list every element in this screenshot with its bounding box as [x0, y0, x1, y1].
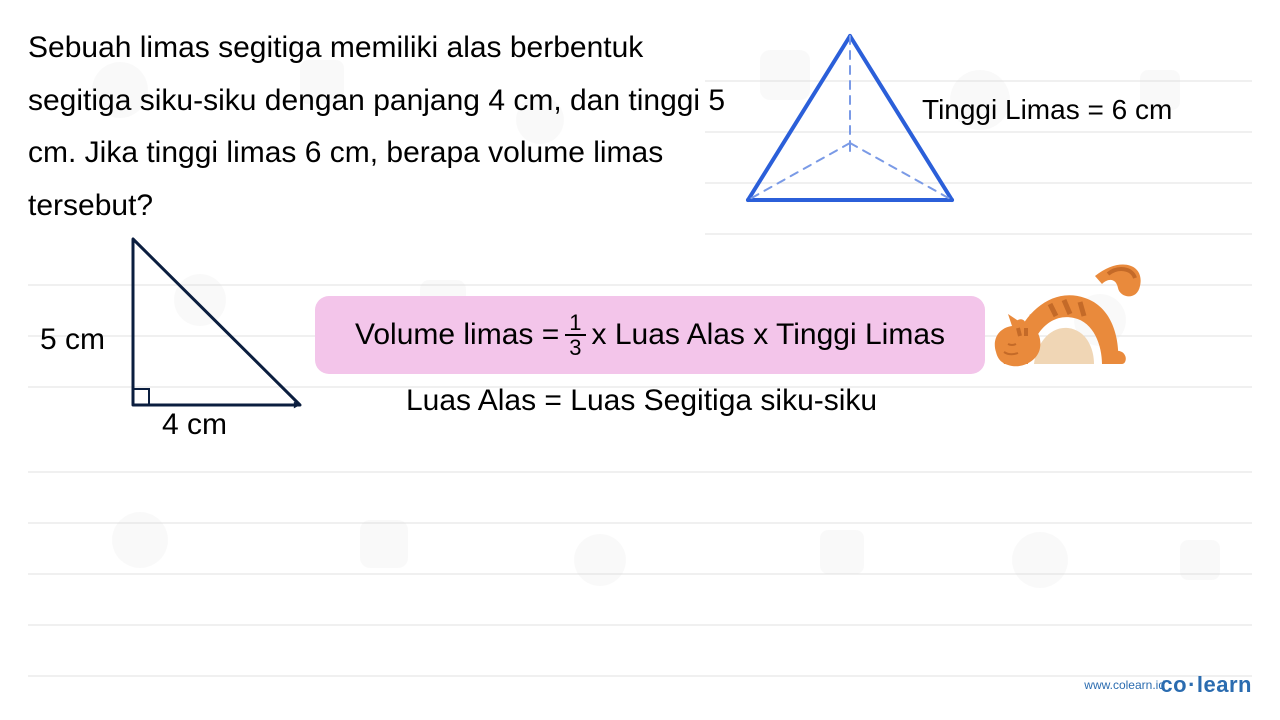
volume-formula-box: Volume limas = 1 3 x Luas Alas x Tinggi … [315, 296, 985, 374]
triangle-base-label: 4 cm [162, 408, 227, 442]
formula-suffix: x Luas Alas x Tinggi Limas [592, 318, 946, 352]
pyramid-height-label: Tinggi Limas = 6 cm [922, 94, 1172, 126]
brand-logo: co·learn [1160, 672, 1252, 698]
problem-statement: Sebuah limas segitiga memiliki alas berb… [28, 22, 738, 232]
fraction-denominator: 3 [565, 336, 585, 359]
cat-mascot-icon [990, 256, 1150, 376]
brand-logo-part-b: learn [1197, 672, 1252, 697]
base-area-formula: Luas Alas = Luas Segitiga siku-siku [406, 384, 877, 418]
right-triangle-diagram [125, 235, 305, 410]
formula-prefix: Volume limas = [355, 318, 559, 352]
brand-url: www.colearn.id [1084, 678, 1165, 692]
triangle-height-label: 5 cm [40, 323, 105, 357]
formula-fraction: 1 3 [565, 311, 585, 359]
brand-logo-part-a: co [1160, 672, 1187, 697]
fraction-numerator: 1 [565, 311, 585, 336]
brand-logo-dot: · [1188, 672, 1196, 697]
